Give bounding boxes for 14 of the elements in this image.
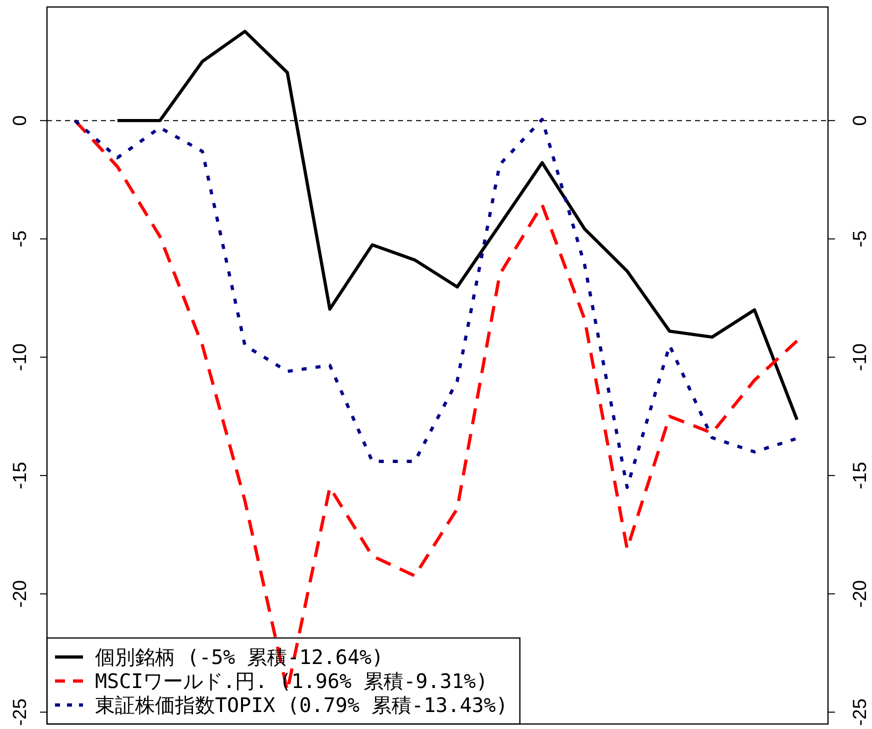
- y2-tick-label: -20: [850, 580, 871, 608]
- y-tick-label: -15: [10, 462, 31, 490]
- y2-tick-label: -15: [850, 462, 871, 490]
- y2-tick-label: -5: [850, 230, 871, 248]
- y-tick-label: -20: [10, 580, 31, 608]
- y2-tick-label: -25: [850, 698, 871, 726]
- y-tick-label: -5: [10, 230, 31, 248]
- y-tick-label: -25: [10, 698, 31, 726]
- y2-tick-label: -10: [850, 343, 871, 371]
- y2-tick-label: 0: [850, 115, 871, 126]
- y-tick-label: -10: [10, 343, 31, 371]
- legend-label: 東証株価指数TOPIX (0.79% 累積-13.43%): [95, 693, 508, 717]
- y-tick-label: 0: [10, 115, 31, 126]
- line-series: [73, 118, 799, 489]
